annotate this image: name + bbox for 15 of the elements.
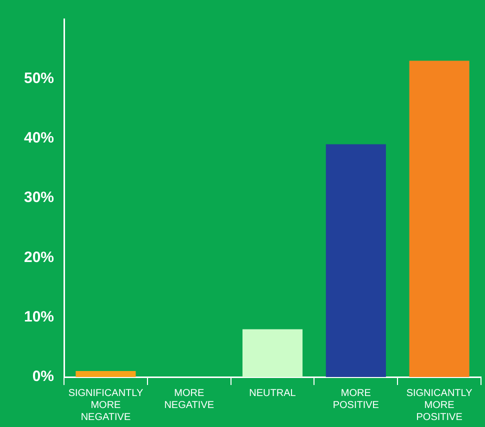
- bar: [409, 60, 470, 377]
- x-tick-label: SIGNIFICANTLY MORE NEGATIVE: [68, 388, 144, 423]
- y-tick-label: 0%: [32, 368, 54, 386]
- x-tick-label: MORE POSITIVE: [332, 388, 380, 411]
- y-tick-label: 20%: [24, 248, 54, 266]
- bar: [326, 144, 386, 377]
- x-tick-label: MORE NEGATIVE: [164, 388, 214, 411]
- y-tick-label: 50%: [24, 70, 54, 87]
- y-tick-label: 30%: [24, 189, 54, 206]
- bar: [242, 329, 303, 377]
- bar: [76, 371, 136, 377]
- y-tick-label: 40%: [24, 129, 54, 146]
- y-tick-label: 10%: [24, 308, 54, 326]
- x-tick-label: NEUTRAL: [249, 388, 296, 399]
- x-tick-label: SIGNICANTLY MORE POSITIVE: [406, 388, 473, 423]
